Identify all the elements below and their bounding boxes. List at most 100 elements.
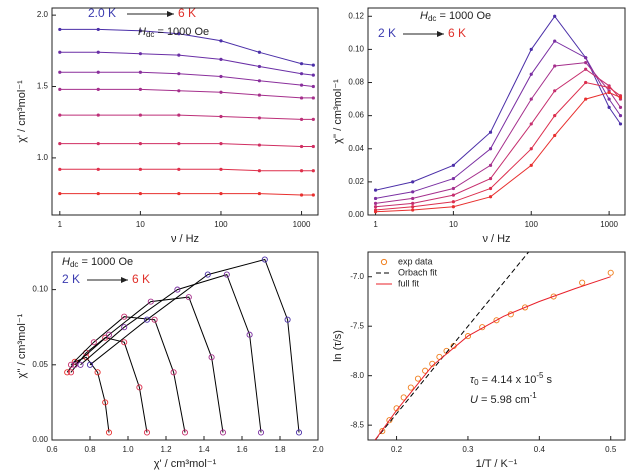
y-tick-label: 0.10 — [348, 45, 364, 54]
data-point — [257, 143, 262, 147]
y-axis-label: χ'' / cm³mol⁻¹ — [332, 79, 344, 144]
data-point — [136, 384, 143, 391]
data-point — [311, 63, 315, 67]
data-point — [138, 70, 142, 74]
data-point — [177, 167, 181, 171]
data-point — [174, 286, 181, 293]
x-tick-label: 0.6 — [46, 445, 58, 454]
y-tick-label: 2.0 — [37, 10, 49, 19]
x-tick-label: 0.2 — [391, 445, 403, 454]
data-point — [94, 369, 101, 376]
data-point — [451, 176, 455, 181]
field-label: Hdc = 1000 Oe — [420, 10, 491, 23]
data-point — [219, 142, 223, 146]
plot-frame — [367, 251, 626, 441]
label-part: dc — [146, 30, 154, 39]
data-point — [311, 144, 315, 149]
label-part: s — [544, 374, 553, 386]
x-tick-label: 1000 — [293, 220, 311, 229]
data-point — [522, 304, 529, 311]
data-point — [529, 122, 533, 126]
label-part: 0 — [474, 378, 479, 387]
x-tick-label: 0.8 — [84, 445, 96, 454]
x-tick-label: 100 — [214, 220, 228, 229]
x-axis-label: 1/T / K⁻¹ — [476, 458, 518, 470]
data-point — [177, 53, 181, 57]
series-line — [59, 114, 314, 120]
data-point — [451, 163, 455, 167]
y-tick-label: -7.0 — [350, 272, 364, 281]
data-point — [96, 191, 100, 196]
data-point — [488, 130, 493, 134]
data-point — [584, 56, 588, 60]
temp-from: 2 K — [62, 272, 80, 286]
data-point — [493, 317, 500, 324]
data-point — [553, 89, 557, 93]
data-point — [138, 87, 142, 91]
data-point — [464, 333, 471, 340]
series-line — [59, 193, 314, 196]
y-axis-label: ln (τ/s) — [332, 330, 344, 362]
data-point — [86, 361, 94, 368]
temp-to: 6 K — [178, 6, 196, 20]
data-point — [58, 113, 62, 117]
label-part: = 1000 Oe — [78, 256, 133, 268]
data-point — [529, 163, 533, 167]
data-point — [386, 417, 393, 424]
x-axis-label: χ' / cm³mol⁻¹ — [154, 458, 217, 470]
data-point — [311, 73, 315, 77]
series-line — [80, 273, 262, 433]
y-tick-label: 0.00 — [32, 435, 48, 444]
data-point — [411, 205, 415, 209]
data-point — [219, 90, 223, 94]
data-point — [553, 114, 557, 118]
data-point — [411, 180, 415, 184]
label-part: = 5.98 cm — [478, 394, 530, 406]
data-point — [138, 142, 142, 146]
data-point — [219, 114, 223, 119]
data-point — [553, 14, 557, 18]
data-point — [257, 93, 262, 97]
series-line — [59, 71, 314, 87]
y-tick-label: 0.00 — [348, 210, 364, 219]
data-point — [143, 429, 151, 436]
data-point — [607, 97, 611, 101]
data-point — [295, 429, 303, 436]
data-point — [96, 70, 100, 74]
series-line — [59, 143, 314, 147]
data-point — [311, 193, 315, 197]
x-tick-label: 2.0 — [312, 445, 324, 454]
data-point — [71, 361, 78, 368]
series-line — [375, 91, 621, 213]
y-axis-label: χ'' / cm³mol⁻¹ — [16, 313, 28, 378]
data-point — [102, 399, 109, 406]
data-point — [147, 298, 154, 305]
label-part: -5 — [536, 371, 544, 380]
legend-label: full fit — [398, 278, 420, 288]
y-tick-label: 0.12 — [348, 11, 364, 20]
label-part: H — [62, 256, 70, 268]
data-point — [257, 169, 262, 173]
x-tick-label: 100 — [525, 220, 539, 229]
data-point — [311, 169, 315, 173]
data-point — [373, 210, 378, 214]
tau-label: τ0 = 4.14 x 10-5 s — [470, 371, 553, 387]
series-line — [375, 68, 621, 208]
data-point — [607, 85, 611, 90]
data-point — [90, 339, 97, 346]
series-line — [59, 51, 314, 76]
data-point — [373, 196, 378, 201]
label-part: -1 — [530, 391, 538, 400]
y-tick-label: 0.05 — [32, 360, 48, 369]
data-point — [553, 133, 557, 138]
label-part: U — [470, 394, 478, 406]
label-part: dc — [428, 14, 436, 23]
data-point — [177, 113, 181, 117]
data-point — [219, 167, 223, 171]
label-part: τ — [470, 374, 475, 386]
data-point — [553, 39, 557, 43]
data-point — [58, 142, 62, 146]
series-line — [375, 40, 621, 199]
data-point — [451, 200, 455, 204]
data-point — [618, 114, 623, 118]
